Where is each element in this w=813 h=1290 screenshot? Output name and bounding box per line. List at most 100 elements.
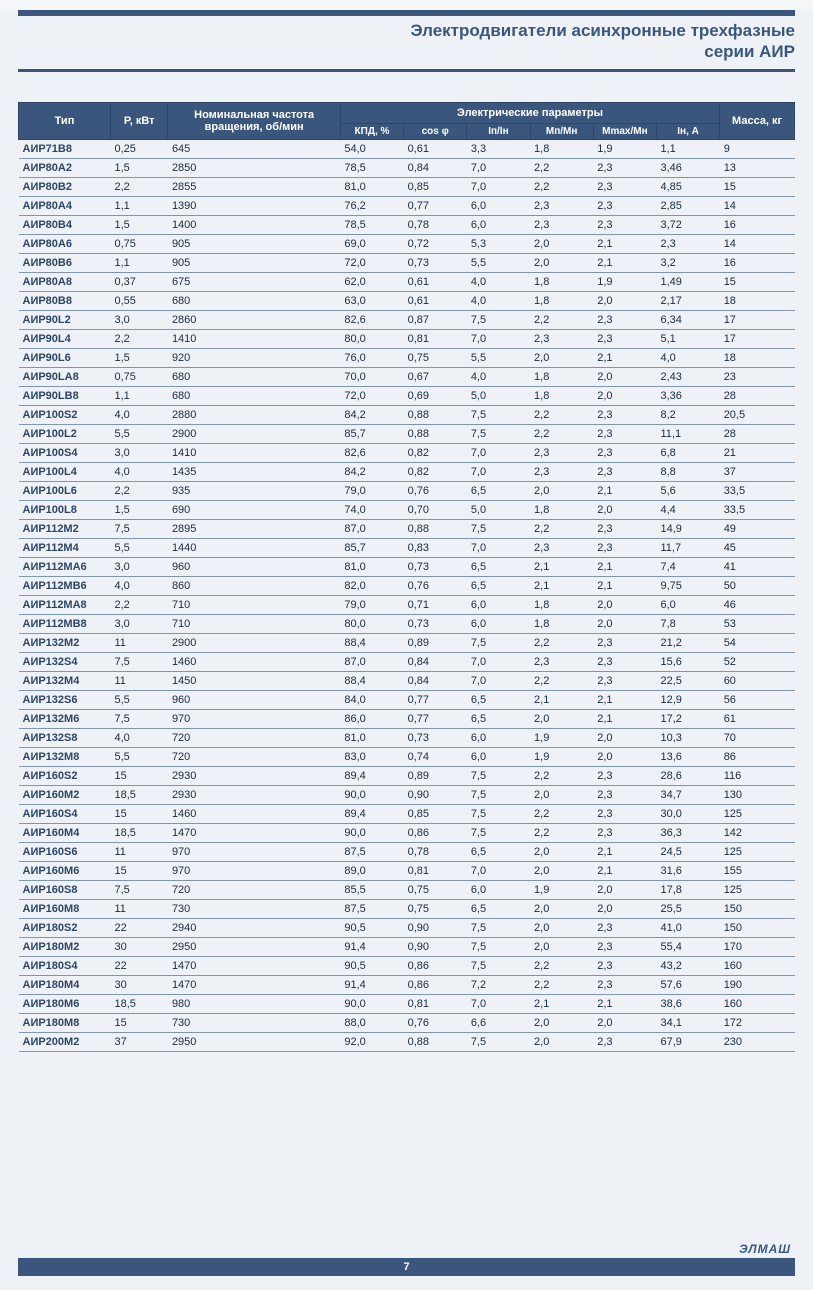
table-row: АИР180М618,598090,00,817,02,12,138,6160	[19, 994, 795, 1013]
cell-type: АИР132S8	[19, 728, 111, 747]
cell-value: 87,0	[340, 519, 403, 538]
cell-value: 2,0	[530, 861, 593, 880]
col-header-in: Iн, А	[656, 123, 719, 139]
cell-value: 18,5	[110, 785, 167, 804]
cell-value: 81,0	[340, 728, 403, 747]
cell-value: 24,5	[656, 842, 719, 861]
cell-value: 6,5	[467, 481, 530, 500]
cell-value: 41	[720, 557, 795, 576]
cell-value: 3,72	[656, 215, 719, 234]
cell-value: 9,75	[656, 576, 719, 595]
brand-logo: ЭЛМАШ	[739, 1242, 791, 1256]
cell-type: АИР112МА6	[19, 557, 111, 576]
cell-value: 2,3	[593, 671, 656, 690]
cell-value: 0,84	[404, 671, 467, 690]
cell-value: 76,0	[340, 348, 403, 367]
cell-value: 4,0	[110, 405, 167, 424]
cell-value: 11,1	[656, 424, 719, 443]
cell-value: 6,0	[467, 614, 530, 633]
cell-value: 960	[168, 557, 340, 576]
cell-value: 920	[168, 348, 340, 367]
cell-type: АИР80А8	[19, 272, 111, 291]
cell-value: 0,82	[404, 462, 467, 481]
cell-value: 89,4	[340, 766, 403, 785]
cell-value: 2,0	[593, 595, 656, 614]
cell-value: 6,6	[467, 1013, 530, 1032]
cell-value: 2,3	[593, 424, 656, 443]
cell-value: 710	[168, 595, 340, 614]
cell-value: 2,3	[593, 177, 656, 196]
cell-value: 2,0	[530, 1013, 593, 1032]
cell-value: 91,4	[340, 975, 403, 994]
cell-value: 6,0	[467, 595, 530, 614]
cell-value: 7,5	[467, 519, 530, 538]
cell-value: 1,5	[110, 500, 167, 519]
cell-value: 2,85	[656, 196, 719, 215]
cell-value: 2,2	[110, 481, 167, 500]
cell-value: 2950	[168, 1032, 340, 1051]
cell-value: 2,1	[593, 234, 656, 253]
cell-value: 0,87	[404, 310, 467, 329]
cell-value: 52	[720, 652, 795, 671]
cell-value: 7,5	[110, 880, 167, 899]
cell-value: 11,7	[656, 538, 719, 557]
cell-value: 16	[720, 253, 795, 272]
cell-type: АИР160М8	[19, 899, 111, 918]
cell-type: АИР132М8	[19, 747, 111, 766]
cell-value: 16	[720, 215, 795, 234]
cell-type: АИР180S2	[19, 918, 111, 937]
col-header-power: Р, кВт	[110, 102, 167, 139]
cell-value: 86,0	[340, 709, 403, 728]
cell-value: 31,6	[656, 861, 719, 880]
cell-value: 675	[168, 272, 340, 291]
col-header-mp-mn: Mп/Mн	[530, 123, 593, 139]
cell-type: АИР132S4	[19, 652, 111, 671]
cell-value: 30	[110, 937, 167, 956]
cell-value: 970	[168, 861, 340, 880]
cell-value: 2,2	[530, 804, 593, 823]
cell-value: 0,86	[404, 956, 467, 975]
cell-value: 2,3	[593, 519, 656, 538]
cell-value: 83,0	[340, 747, 403, 766]
cell-value: 41,0	[656, 918, 719, 937]
title-line-1: Электродвигатели асинхронные трехфазные	[18, 20, 795, 41]
cell-value: 2930	[168, 766, 340, 785]
cell-type: АИР80В4	[19, 215, 111, 234]
cell-value: 38,6	[656, 994, 719, 1013]
col-header-mass: Масса, кг	[720, 102, 795, 139]
cell-value: 230	[720, 1032, 795, 1051]
cell-value: 710	[168, 614, 340, 633]
table-row: АИР100L62,293579,00,766,52,02,15,633,5	[19, 481, 795, 500]
cell-value: 172	[720, 1013, 795, 1032]
cell-value: 5,0	[467, 500, 530, 519]
cell-value: 6,5	[467, 899, 530, 918]
cell-value: 90,0	[340, 785, 403, 804]
cell-value: 12,9	[656, 690, 719, 709]
cell-value: 45	[720, 538, 795, 557]
cell-value: 7,5	[110, 519, 167, 538]
motors-table: Тип Р, кВт Номинальная частота вращения,…	[18, 102, 795, 1052]
table-row: АИР80А41,1139076,20,776,02,32,32,8514	[19, 196, 795, 215]
cell-value: 1460	[168, 804, 340, 823]
cell-value: 3,0	[110, 557, 167, 576]
cell-value: 0,85	[404, 804, 467, 823]
cell-value: 7,0	[467, 443, 530, 462]
cell-value: 37	[720, 462, 795, 481]
cell-value: 87,5	[340, 899, 403, 918]
cell-value: 15	[110, 766, 167, 785]
cell-type: АИР112М4	[19, 538, 111, 557]
cell-value: 2,0	[593, 367, 656, 386]
table-row: АИР132S47,5146087,00,847,02,32,315,652	[19, 652, 795, 671]
cell-value: 2,2	[110, 329, 167, 348]
table-row: АИР80В41,5140078,50,786,02,32,33,7216	[19, 215, 795, 234]
cell-value: 2,3	[593, 462, 656, 481]
table-row: АИР112МВ64,086082,00,766,52,12,19,7550	[19, 576, 795, 595]
table-row: АИР180М230295091,40,907,52,02,355,4170	[19, 937, 795, 956]
cell-value: 7,0	[467, 538, 530, 557]
cell-value: 2,3	[530, 196, 593, 215]
cell-value: 81,0	[340, 557, 403, 576]
cell-value: 0,70	[404, 500, 467, 519]
cell-value: 2,0	[530, 785, 593, 804]
cell-value: 56	[720, 690, 795, 709]
cell-value: 23	[720, 367, 795, 386]
